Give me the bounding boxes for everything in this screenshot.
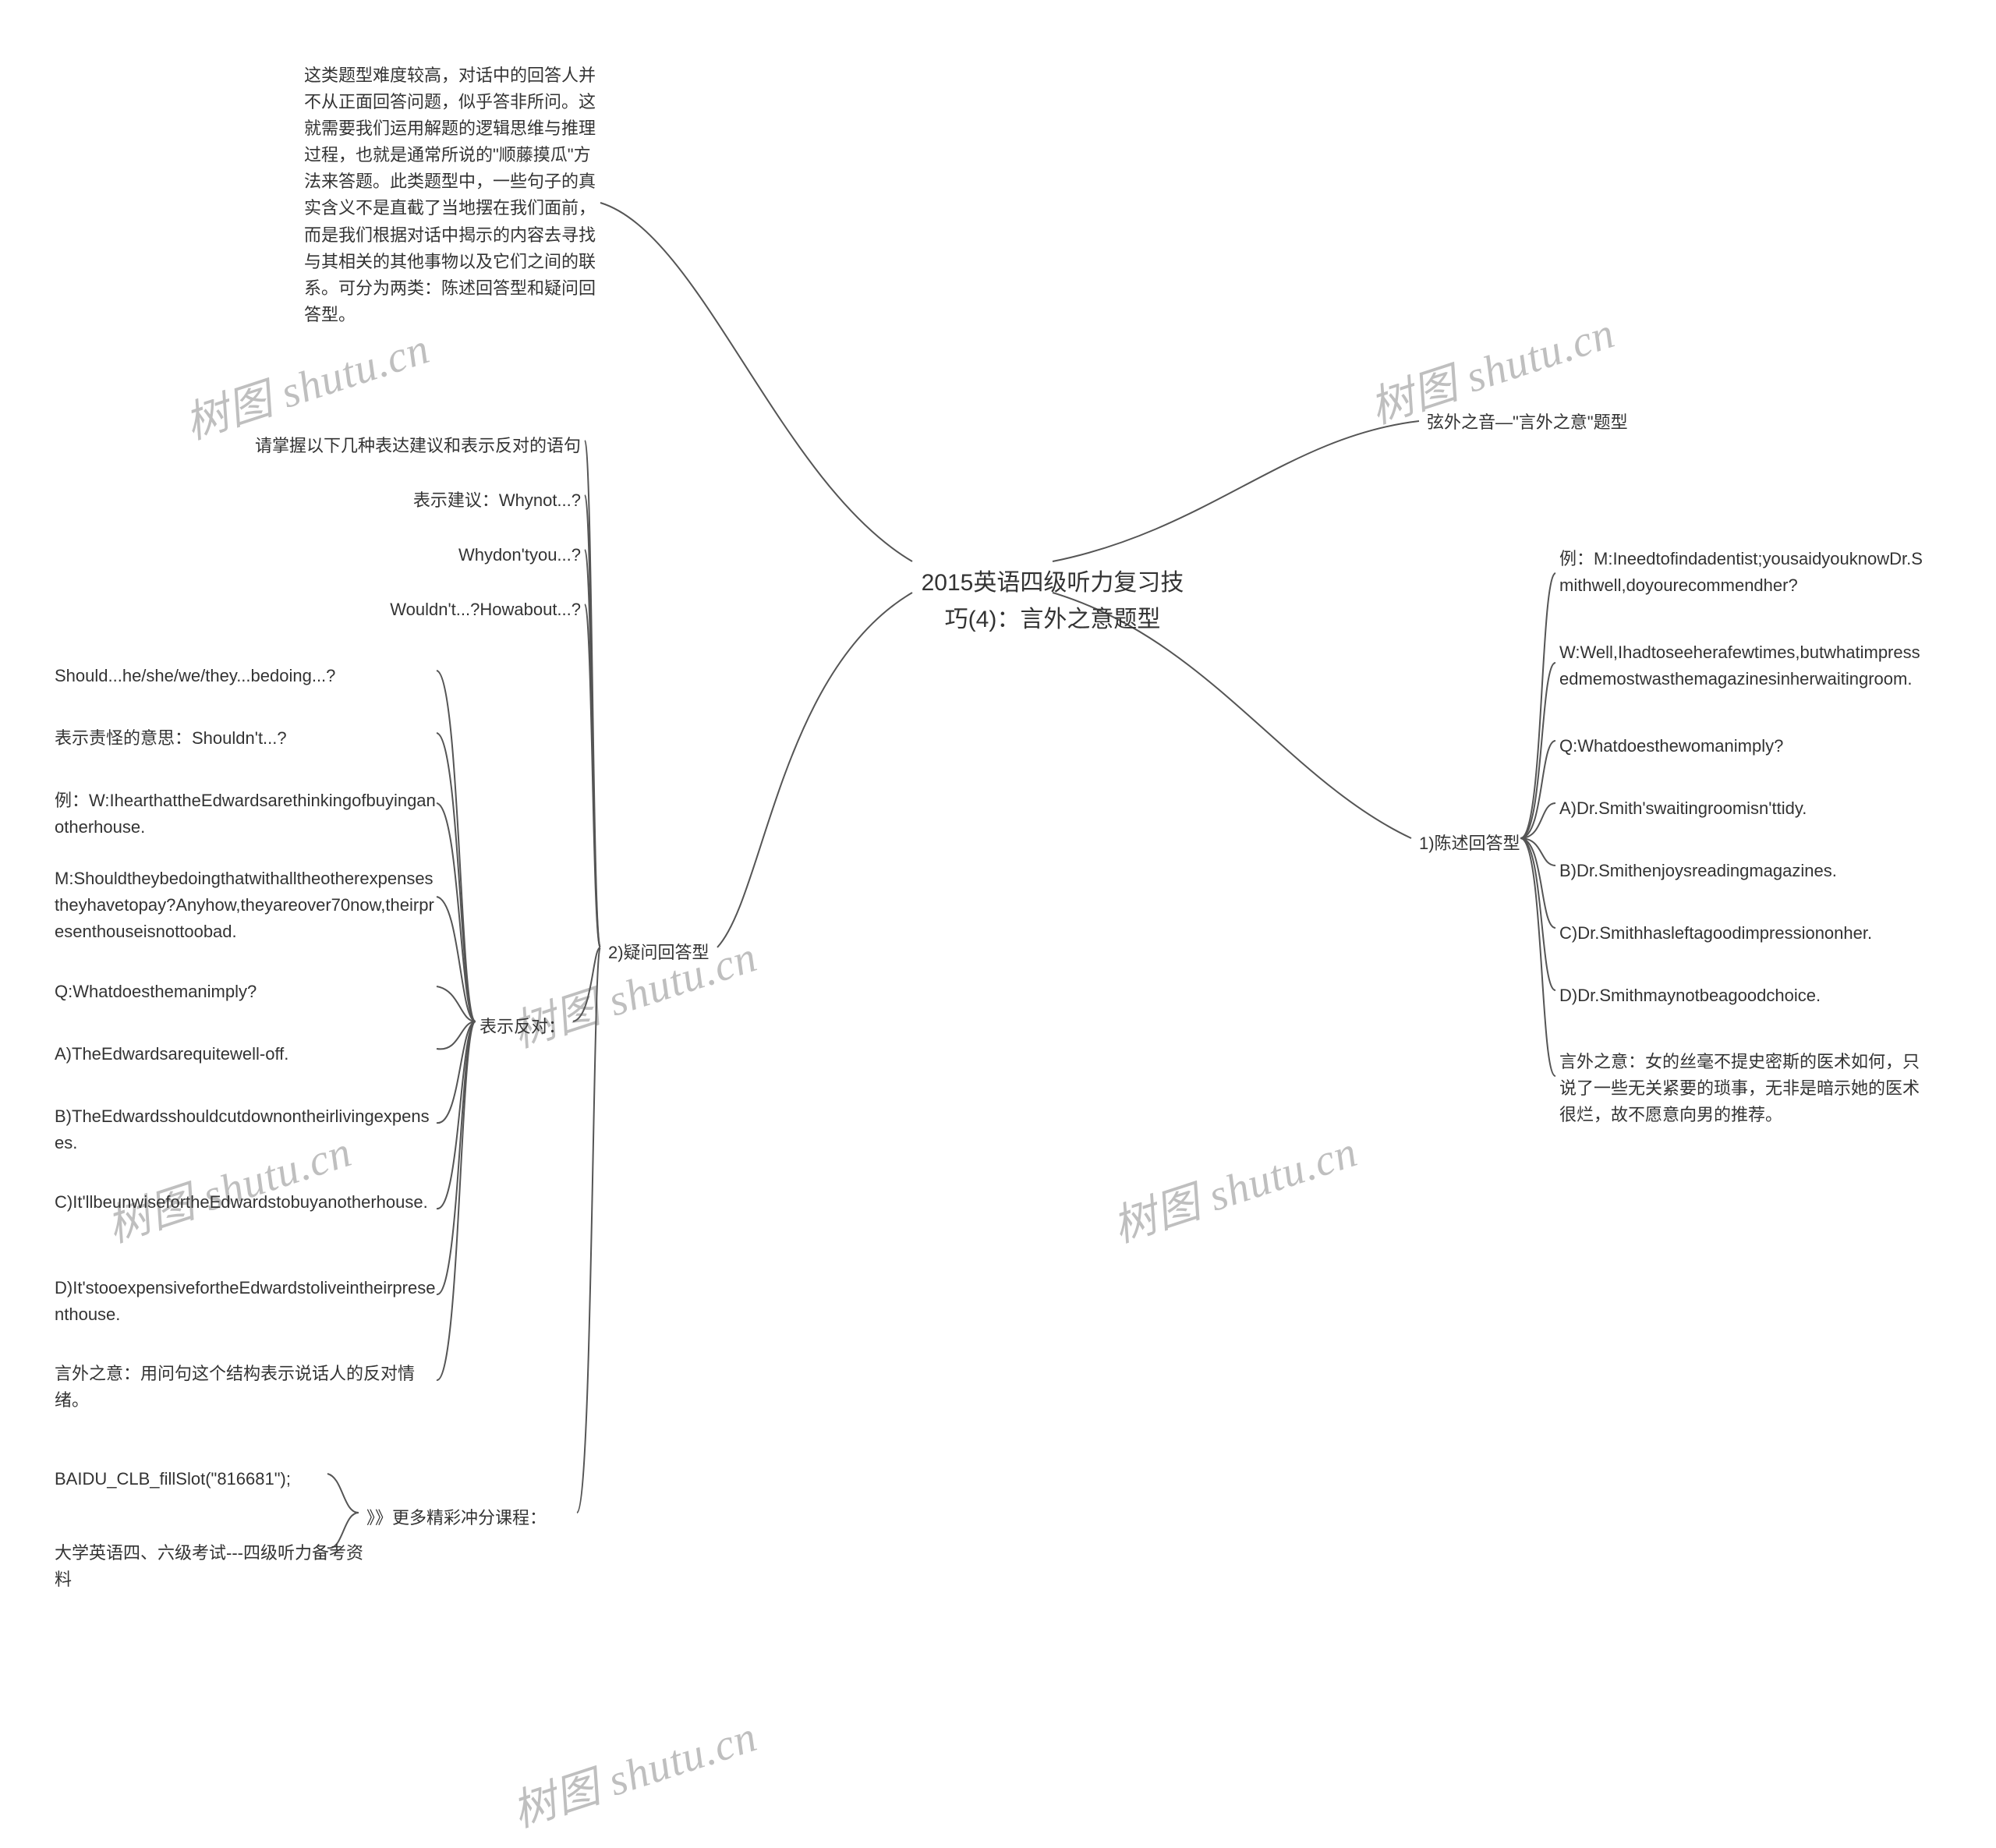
- center-title-line1: 2015英语四级听力复习技: [922, 570, 1184, 596]
- right-item: 言外之意：女的丝毫不提史密斯的医术如何，只说了一些无关紧要的琐事，无非是暗示她的…: [1559, 1049, 1926, 1128]
- right-item: B)Dr.Smithenjoysreadingmagazines.: [1559, 858, 1926, 884]
- right-item: W:Well,Ihadtoseeherafewtimes,butwhatimpr…: [1559, 639, 1926, 692]
- left-pre-item: 表示建议：Whynot...?: [214, 487, 581, 514]
- left-fanjue-item: Should...he/she/we/they...bedoing...?: [55, 663, 437, 689]
- right-item: A)Dr.Smith'swaitingroomisn'ttidy.: [1559, 795, 1926, 822]
- left-fanjue-item: M:Shouldtheybedoingthatwithalltheotherex…: [55, 866, 437, 945]
- right-item: 例：M:Ineedtofindadentist;yousaidyouknowDr…: [1559, 546, 1926, 599]
- left-more-label: 》》更多精彩冲分课程：: [366, 1505, 547, 1531]
- right-item: Q:Whatdoesthewomanimply?: [1559, 733, 1926, 759]
- left-branch-label: 2)疑问回答型: [608, 940, 710, 966]
- left-fanjue-item: A)TheEdwardsarequitewell-off.: [55, 1041, 437, 1067]
- left-more-item: 大学英语四、六级考试---四级听力备考资料: [55, 1540, 366, 1593]
- watermark: 树图 shutu.cn: [1103, 1117, 1364, 1255]
- center-title: 2015英语四级听力复习技 巧(4)：言外之意题型: [912, 565, 1193, 638]
- left-pre-item: Whydon'tyou...?: [214, 542, 581, 568]
- left-more-item: BAIDU_CLB_fillSlot("816681");: [55, 1466, 327, 1492]
- right-branch2-label: 1)陈述回答型: [1419, 830, 1520, 857]
- left-fanjue-item: 例：W:IhearthattheEdwardsarethinkingofbuyi…: [55, 788, 437, 841]
- left-fanjue-item: 言外之意：用问句这个结构表示说话人的反对情绪。: [55, 1361, 437, 1414]
- watermark: 树图 shutu.cn: [175, 313, 436, 452]
- left-pre-item: Wouldn't...?Howabout...?: [214, 597, 581, 623]
- right-item: D)Dr.Smithmaynotbeagoodchoice.: [1559, 982, 1926, 1009]
- center-title-line2: 巧(4)：言外之意题型: [945, 607, 1161, 632]
- left-fanjue-item: Q:Whatdoesthemanimply?: [55, 979, 437, 1005]
- left-fanjue-item: 表示责怪的意思：Shouldn't...?: [55, 725, 437, 752]
- left-fanjue-item: D)It'stooexpensivefortheEdwardstoliveint…: [55, 1275, 437, 1328]
- left-fanjue-item: B)TheEdwardsshouldcutdownontheirlivingex…: [55, 1103, 437, 1156]
- left-pre-item: 请掌握以下几种表达建议和表示反对的语句: [214, 433, 581, 459]
- watermark: 树图 shutu.cn: [503, 1701, 763, 1840]
- left-fanjue-item: C)It'llbeunwisefortheEdwardstobuyanother…: [55, 1189, 437, 1216]
- left-fanjue-label: 表示反对：: [480, 1014, 565, 1040]
- right-branch1-label: 弦外之音—"言外之意"题型: [1427, 409, 1628, 436]
- right-item: C)Dr.Smithhasleftagoodimpressiononher.: [1559, 920, 1926, 947]
- left-intro: 这类题型难度较高，对话中的回答人并不从正面回答问题，似乎答非所问。这就需要我们运…: [304, 62, 600, 328]
